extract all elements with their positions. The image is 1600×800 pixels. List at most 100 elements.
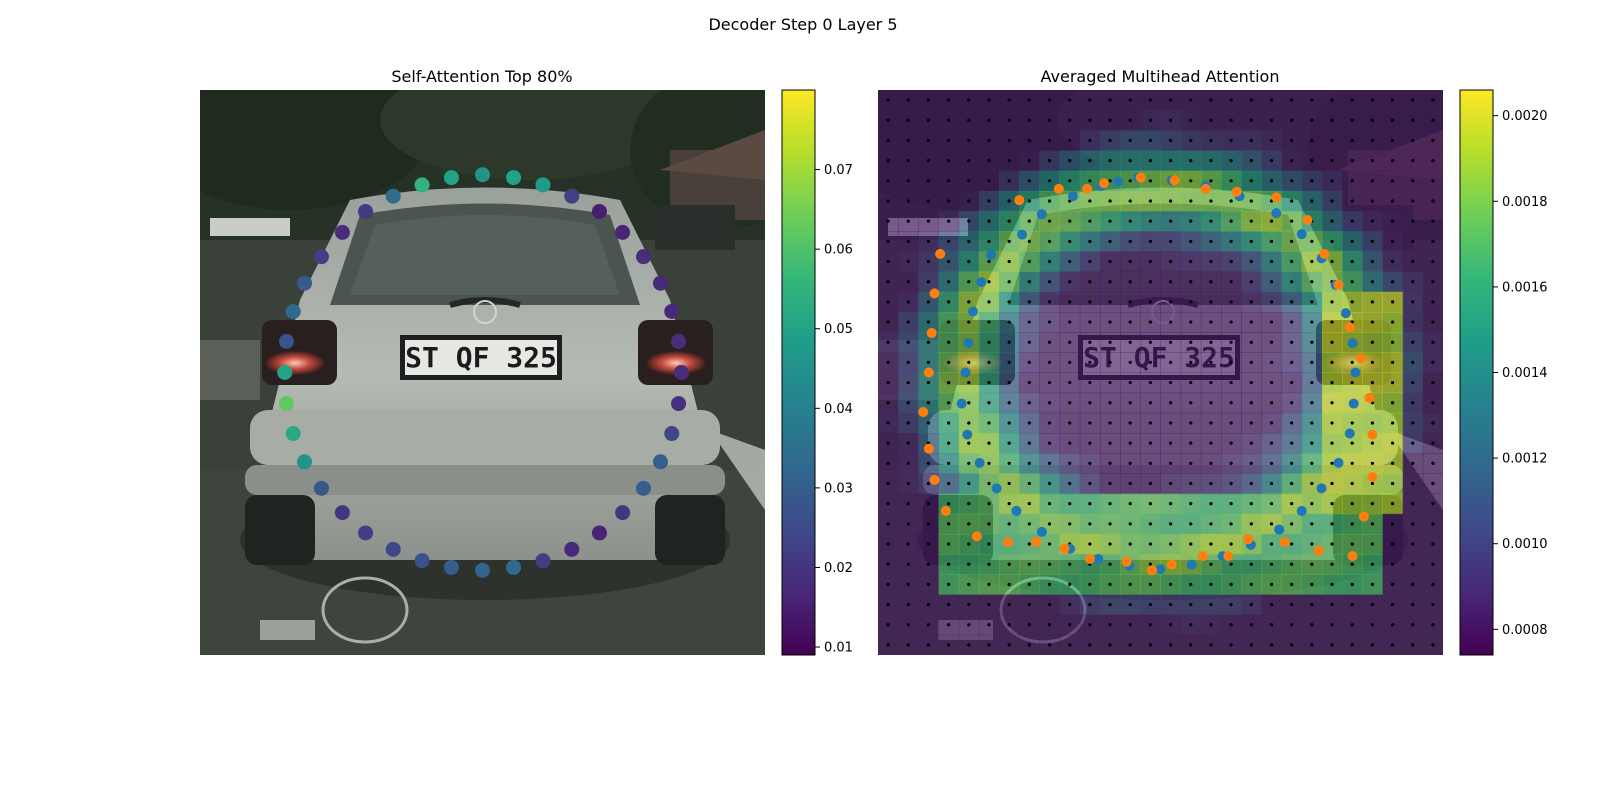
grid-dot: [1088, 461, 1092, 465]
grid-dot: [1007, 582, 1011, 586]
grid-dot: [1290, 360, 1294, 365]
grid-dot: [926, 380, 931, 385]
sampling-point: [1084, 553, 1095, 564]
grid-dot: [1350, 542, 1354, 546]
grid-dot: [1027, 219, 1031, 223]
grid-dot: [1108, 360, 1112, 365]
grid-dot: [967, 481, 971, 486]
grid-dot: [1047, 421, 1052, 425]
grid-dot: [1189, 421, 1193, 425]
colorbar-tick-label: 0.0020: [1502, 109, 1548, 124]
grid-dot: [1229, 522, 1233, 526]
grid-dot: [1168, 481, 1173, 486]
self-attention-colorbar-ticks: 0.01 0.02 0.03 0.04 0.05 0.06 0.07: [815, 163, 853, 656]
grid-dot: [926, 98, 931, 102]
attention-point: [334, 224, 350, 240]
grid-dot: [1249, 118, 1253, 122]
grid-dot: [926, 239, 931, 243]
grid-dot: [1249, 401, 1253, 405]
grid-dot: [1007, 239, 1011, 243]
reference-point: [967, 306, 978, 317]
grid-dot: [926, 118, 931, 122]
grid-dot: [1350, 360, 1354, 365]
grid-dot: [1411, 179, 1415, 183]
grid-dot: [967, 360, 971, 365]
grid-dot: [1431, 98, 1435, 102]
grid-dot: [987, 380, 991, 385]
grid-dot: [987, 481, 991, 486]
grid-dot: [1108, 441, 1112, 445]
grid-dot: [1330, 401, 1334, 405]
grid-dot: [1068, 219, 1072, 223]
reference-point: [1347, 338, 1358, 349]
grid-dot: [1168, 138, 1173, 143]
sampling-point: [1319, 248, 1330, 259]
grid-dot: [1431, 360, 1435, 365]
grid-dot: [1269, 542, 1274, 546]
sampling-point: [923, 367, 934, 378]
attention-point: [664, 426, 680, 442]
grid-dot: [926, 360, 931, 365]
grid-dot: [1370, 643, 1374, 647]
grid-dot: [1310, 401, 1314, 405]
grid-dot: [1108, 340, 1112, 344]
grid-dot: [1068, 502, 1072, 506]
grid-dot: [1027, 602, 1031, 607]
grid-dot: [1027, 380, 1031, 385]
grid-dot: [987, 259, 991, 264]
grid-dot: [1128, 280, 1132, 284]
grid-dot: [1249, 340, 1253, 344]
grid-dot: [1148, 239, 1153, 243]
grid-dot: [1068, 138, 1072, 143]
grid-dot: [987, 401, 991, 405]
grid-dot: [1068, 380, 1072, 385]
grid-dot: [1027, 441, 1031, 445]
colorbar-tick-label: 0.0016: [1502, 280, 1548, 295]
grid-dot: [1269, 340, 1274, 344]
grid-dot: [1370, 340, 1374, 344]
grid-dot: [886, 138, 890, 143]
grid-dot: [886, 401, 890, 405]
grid-dot: [1350, 643, 1354, 647]
grid-dot: [1168, 98, 1173, 102]
grid-dot: [1370, 582, 1374, 586]
grid-dot: [886, 421, 890, 425]
grid-dot: [1168, 441, 1173, 445]
grid-dot: [1148, 502, 1153, 506]
grid-dot: [1108, 159, 1112, 163]
multihead-attention-colorbar-ticks: 0.0008 0.0010 0.0012 0.0014 0.0016 0.0018 0.00…: [1493, 109, 1548, 638]
grid-dot: [1310, 481, 1314, 486]
grid-dot: [1290, 582, 1294, 586]
grid-dot: [1290, 421, 1294, 425]
grid-dot: [1108, 118, 1112, 122]
grid-dot: [987, 542, 991, 546]
grid-dot: [1330, 582, 1334, 586]
grid-dot: [1370, 623, 1374, 627]
grid-dot: [1350, 300, 1354, 304]
grid-dot: [1168, 259, 1173, 264]
grid-dot: [967, 401, 971, 405]
grid-dot: [1310, 421, 1314, 425]
attention-point: [673, 365, 689, 380]
grid-dot: [1068, 421, 1072, 425]
grid-dot: [1269, 421, 1274, 425]
grid-dot: [947, 643, 951, 647]
grid-dot: [1370, 602, 1374, 607]
reference-point: [960, 367, 971, 378]
grid-dot: [1290, 461, 1294, 465]
attention-point: [385, 188, 401, 204]
grid-dot: [926, 461, 931, 465]
grid-dot: [1431, 138, 1435, 143]
grid-dot: [1350, 118, 1354, 122]
grid-dot: [967, 421, 971, 425]
grid-dot: [1411, 280, 1415, 284]
grid-dot: [1330, 441, 1334, 445]
sampling-point: [1231, 186, 1242, 197]
attention-point: [652, 454, 668, 470]
grid-dot: [1390, 502, 1395, 506]
attention-point: [385, 541, 401, 557]
grid-dot: [1148, 380, 1153, 385]
grid-dot: [1249, 643, 1253, 647]
grid-dot: [987, 582, 991, 586]
grid-dot: [1148, 138, 1153, 143]
